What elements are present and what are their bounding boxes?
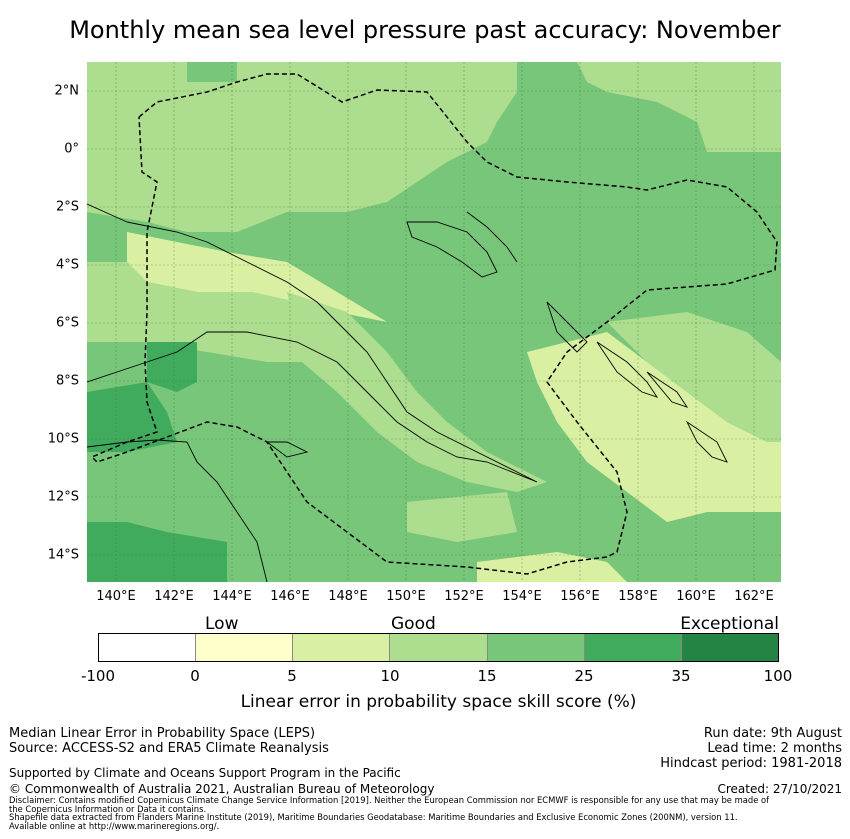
colorbar-tick: 0 [190, 667, 200, 685]
colorbar-tick: 10 [380, 667, 400, 685]
lon-label-146e: 146°E [270, 589, 310, 604]
lat-label-10s: 10°S [47, 431, 79, 447]
australia-coast [87, 439, 268, 582]
colorbar-tick: 5 [287, 667, 297, 685]
lat-label-14s: 14°S [47, 547, 79, 563]
colorbar-tick: -100 [80, 667, 116, 685]
lon-label-154e: 154°E [502, 589, 542, 604]
solomon-islands-east [646, 371, 689, 408]
colorbar-segment [390, 634, 488, 661]
map-title: Monthly mean sea level pressure past acc… [69, 16, 781, 44]
colorbar-segment [681, 634, 778, 661]
field-very-good-southwest [87, 522, 227, 582]
info-created: Created: 27/10/2021 [717, 782, 842, 796]
disclaimer-line1: Disclaimer: Contains modified Copernicus… [9, 795, 770, 805]
lon-label-158e: 158°E [618, 589, 658, 604]
field-good-south [407, 492, 517, 542]
disclaimer-line2: the Copernicus Information or Data it co… [9, 804, 207, 814]
field-very-good-patch [147, 342, 197, 392]
new-guinea-coast [87, 203, 538, 483]
info-copyright: © Commonwealth of Australia 2021, Austra… [9, 782, 435, 796]
bougainville-coast [546, 301, 588, 353]
info-source: Source: ACCESS-S2 and ERA5 Climate Reana… [9, 741, 329, 756]
field-good-east [607, 312, 781, 442]
lon-label-148e: 148°E [328, 589, 368, 604]
lon-label-162e: 162°E [734, 589, 774, 604]
lon-label-140e: 140°E [96, 589, 136, 604]
field-fair-west [127, 232, 387, 322]
colorbar-segment [487, 634, 585, 661]
eez-boundary [90, 73, 778, 575]
colorbar-tick: 25 [574, 667, 594, 685]
field-very-good-west [87, 382, 177, 452]
lat-label-2s: 2°S [55, 199, 79, 215]
colorbar-segment [584, 634, 682, 661]
field-good-central [287, 292, 547, 492]
field-good-southeast [697, 522, 781, 582]
colorbar-low-label: Low [205, 614, 239, 634]
disclaimer-line4: Available online at http://www.marinereg… [9, 821, 220, 831]
info-support: Supported by Climate and Oceans Support … [9, 766, 401, 780]
colorbar-tick: 15 [477, 667, 497, 685]
lon-label-160e: 160°E [676, 589, 716, 604]
colorbar-segment [293, 634, 391, 661]
lon-label-152e: 152°E [444, 589, 484, 604]
solomon-islands-coast [596, 341, 659, 398]
info-hindcast: Hindcast period: 1981-2018 [660, 756, 842, 771]
lat-label-0: 0° [64, 141, 79, 157]
torres-islands [265, 441, 309, 458]
info-run-date: Run date: 9th August [703, 726, 842, 741]
new-britain-coast [406, 221, 498, 278]
solomon-islands-south [685, 420, 728, 463]
lon-label-142e: 142°E [154, 589, 194, 604]
lat-label-12s: 12°S [47, 489, 79, 505]
new-ireland-coast [466, 211, 518, 263]
lon-label-156e: 156°E [560, 589, 600, 604]
field-good-northeast [577, 62, 781, 152]
field-patch-north [187, 62, 237, 82]
skill-map-svg [87, 62, 781, 582]
lon-label-150e: 150°E [386, 589, 426, 604]
lat-label-8s: 8°S [55, 373, 79, 389]
info-leps: Median Linear Error in Probability Space… [9, 726, 316, 741]
lat-label-6s: 6°S [55, 315, 79, 331]
field-good-north [87, 62, 517, 232]
colorbar-good-label: Good [391, 614, 436, 634]
graticule [87, 62, 781, 582]
colorbar [98, 633, 779, 662]
colorbar-segment [99, 634, 197, 661]
colorbar-tick: 100 [763, 667, 793, 685]
colorbar-segment [196, 634, 294, 661]
lat-label-4s: 4°S [55, 257, 79, 273]
field-fair-southeast [527, 332, 781, 522]
colorbar-title: Linear error in probability space skill … [240, 692, 637, 712]
skill-map [87, 62, 781, 582]
field-good-west [87, 262, 317, 362]
lon-label-144e: 144°E [212, 589, 252, 604]
colorbar-exceptional-label: Exceptional [680, 614, 779, 634]
disclaimer-line3: Shapefile data extracted from Flanders M… [9, 812, 738, 822]
coastlines [87, 203, 728, 582]
info-lead-time: Lead time: 2 months [707, 741, 842, 756]
colorbar-tick: 35 [671, 667, 691, 685]
lat-label-2n: 2°N [54, 83, 80, 99]
